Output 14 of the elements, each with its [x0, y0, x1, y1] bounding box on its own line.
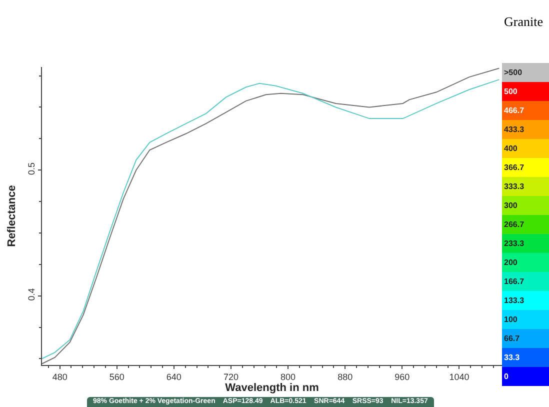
color-scale: >500 500 466.7 433.3 400 366.7 333.3 300 266.7 233.3 200 166.7 133.3 100 66.7 33.3 0: [502, 63, 549, 386]
y-axis-title: Reflectance: [6, 185, 18, 247]
y-tick-label: 0.4: [26, 288, 36, 301]
x-tick-label: 960: [394, 372, 410, 382]
x-tick-label: 480: [52, 372, 68, 382]
x-tick-label: 560: [109, 372, 124, 382]
x-tick-label: 800: [280, 372, 296, 382]
x-axis-title: Wavelength in nm: [225, 382, 320, 394]
x-tick-label: 640: [166, 372, 182, 382]
x-tick-label: 1040: [449, 372, 470, 382]
x-tick-label: 880: [338, 372, 353, 382]
y-tick-label: 0.5: [26, 162, 36, 176]
chart-title: Granite: [504, 14, 543, 30]
x-tick-label: 720: [223, 372, 239, 382]
